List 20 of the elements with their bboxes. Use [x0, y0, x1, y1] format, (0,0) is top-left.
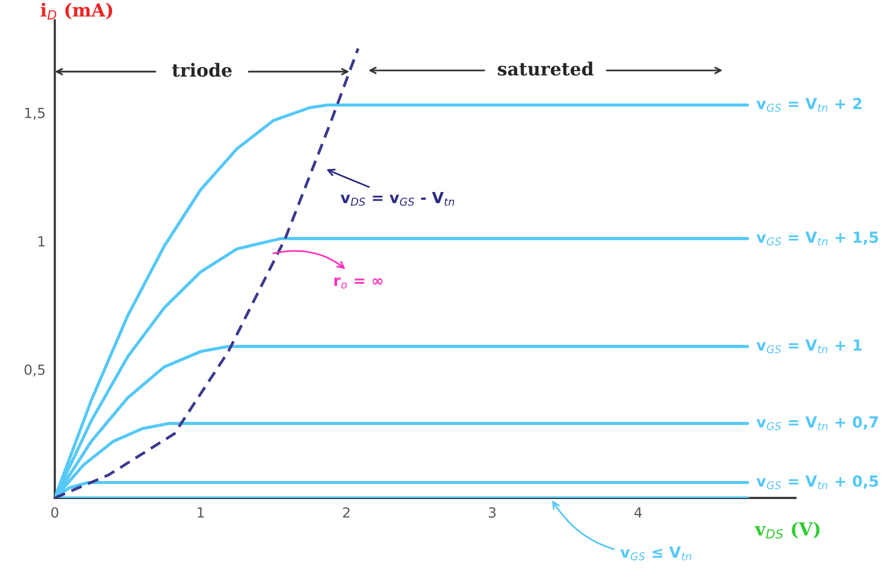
- series-label: v$_{GS}$ = V$_{tn}$ + 2: [756, 98, 862, 112]
- y-tick-label: 1,5: [25, 108, 45, 120]
- y-axis-title: i$_{D}$ (mA): [40, 2, 112, 20]
- y-tick-label: 1: [38, 236, 44, 246]
- annotation: triode: [172, 62, 232, 77]
- x-tick-label: 2: [343, 507, 350, 518]
- y-tick-label: 0,5: [24, 364, 45, 376]
- series-label: v$_{GS}$ = V$_{tn}$ + 0,7: [756, 416, 878, 430]
- series-label: v$_{GS}$ = V$_{tn}$ + 1: [756, 339, 862, 354]
- x-tick-label: 4: [634, 507, 642, 518]
- x-axis-title: v$_{DS}$ (V): [754, 522, 820, 539]
- x-tick-label: 3: [488, 507, 496, 518]
- annotation: v$_{DS}$ = v$_{GS}$ - V$_{tn}$: [340, 192, 454, 206]
- annotation: r$_{o}$ = ∞: [334, 277, 383, 289]
- series-label: v$_{GS}$ = V$_{tn}$ + 0,5: [756, 475, 878, 490]
- series-label: v$_{GS}$ = V$_{tn}$ + 1,5: [756, 232, 878, 246]
- x-tick-label: 0: [51, 507, 58, 518]
- annotation: satureted: [498, 62, 594, 76]
- x-tick-label: 1: [198, 507, 204, 518]
- annotation: v$_{GS}$ ≤ V$_{tn}$: [620, 546, 692, 560]
